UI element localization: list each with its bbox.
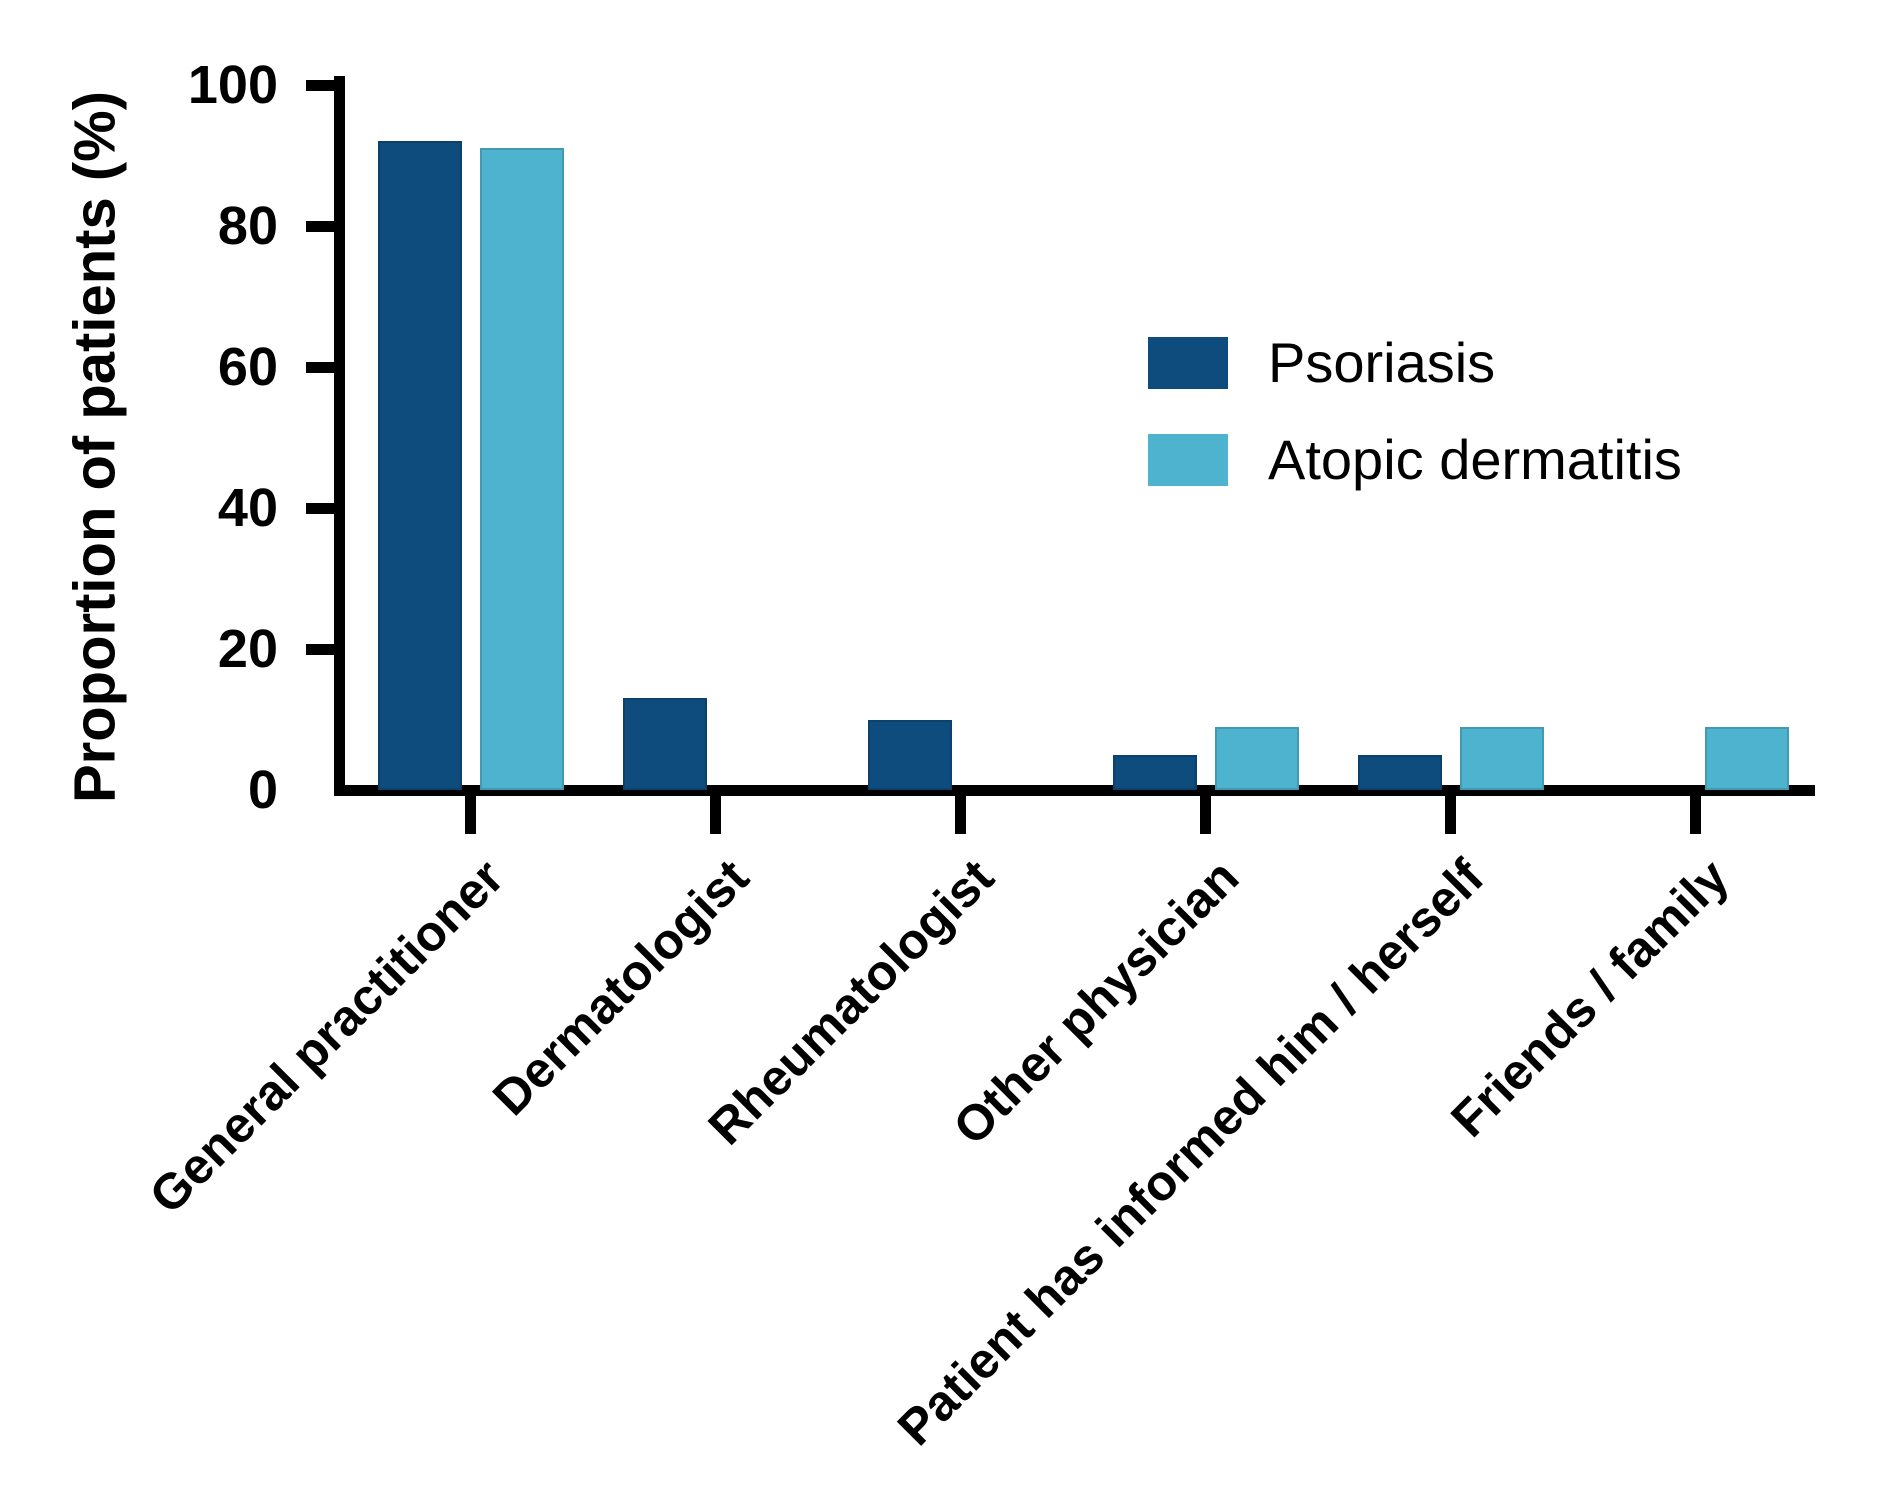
bar-psoriasis-dermatologist <box>623 698 707 790</box>
x-axis-line <box>334 785 1815 796</box>
legend-item-atopic-dermatitis: Atopic dermatitis <box>1148 427 1682 492</box>
bar-atopic-dermatitis-patient-has-informed-him-herself <box>1460 726 1544 790</box>
y-tick-label-20: 20 <box>217 619 278 679</box>
y-tick-label-80: 80 <box>217 196 278 256</box>
x-tick-other-physician <box>1199 790 1211 834</box>
bar-psoriasis-other-physician <box>1113 754 1197 790</box>
y-tick-60 <box>306 361 334 373</box>
x-tick-friends-family <box>1689 790 1701 834</box>
x-tick-patient-has-informed-him-herself <box>1444 790 1456 834</box>
y-axis-line <box>334 76 345 796</box>
y-tick-label-40: 40 <box>217 478 278 538</box>
x-tick-general-practitioner <box>464 790 476 834</box>
legend-swatch-atopic-dermatitis <box>1148 433 1228 486</box>
legend-label-psoriasis: Psoriasis <box>1268 331 1496 394</box>
y-tick-100 <box>306 79 334 91</box>
y-tick-80 <box>306 220 334 232</box>
bar-atopic-dermatitis-general-practitioner <box>480 148 564 790</box>
bar-atopic-dermatitis-friends-family <box>1705 726 1789 790</box>
y-tick-20 <box>306 643 334 655</box>
bar-psoriasis-general-practitioner <box>378 141 462 790</box>
x-tick-rheumatologist <box>954 790 966 834</box>
y-tick-label-0: 0 <box>247 760 278 820</box>
x-label-text-general-practitioner: General practitioner <box>138 848 515 1225</box>
legend-swatch-psoriasis <box>1148 336 1228 389</box>
x-tick-dermatologist <box>709 790 721 834</box>
legend-item-psoriasis: Psoriasis <box>1148 330 1495 395</box>
x-label-text-dermatologist: Dermatologist <box>481 848 760 1127</box>
y-tick-label-60: 60 <box>217 337 278 397</box>
bar-psoriasis-patient-has-informed-him-herself <box>1358 754 1442 790</box>
y-tick-label-100: 100 <box>187 55 278 115</box>
bar-psoriasis-rheumatologist <box>868 719 952 790</box>
legend-label-atopic-dermatitis: Atopic dermatitis <box>1268 428 1682 491</box>
y-tick-40 <box>306 502 334 514</box>
bar-atopic-dermatitis-other-physician <box>1215 726 1299 790</box>
